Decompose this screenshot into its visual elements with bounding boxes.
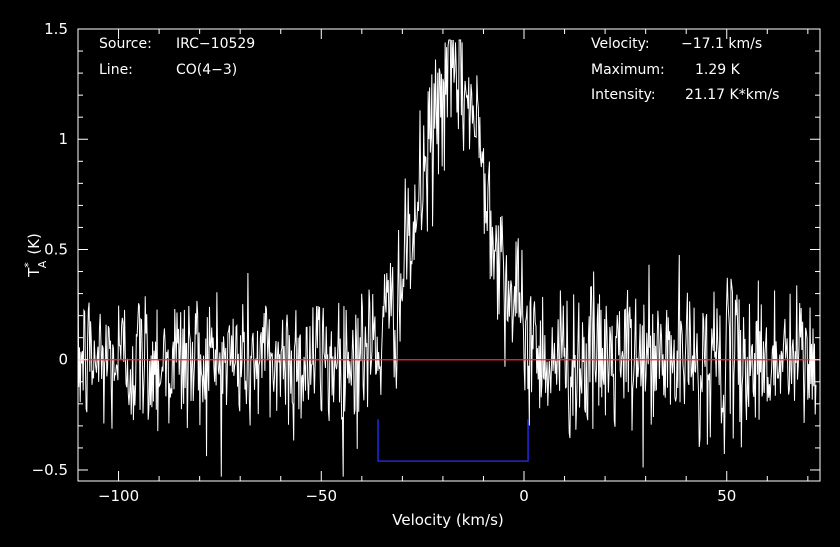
plot-frame [77,28,821,482]
y-axis-label: T*A (K) [22,233,49,278]
intensity-value: 21.17 K*km/s [685,87,780,103]
line-value: CO(4−3) [176,62,238,78]
spectrum-line [77,39,817,477]
y-tick-label: 0 [58,351,68,369]
y-axis-label-sup: * [22,262,35,268]
maximum-value: 1.29 K [695,62,740,78]
x-tick-label: 0 [519,487,529,505]
ticks-layer: −100 −50 0 50 −0.5 0 0.5 1 1.5 [32,20,820,505]
plot-layer [77,39,820,477]
line-label: Line: [99,62,133,78]
velocity-label: Velocity: [591,36,650,52]
y-tick-label: 1.5 [44,20,68,38]
y-axis-label-main: T [25,267,43,278]
source-value: IRC−10529 [176,36,256,52]
y-tick-label: 0.5 [44,240,68,258]
source-label: Source: [99,36,152,52]
x-tick-label: −50 [305,487,337,505]
integration-window [377,419,529,462]
maximum-label: Maximum: [591,62,665,78]
x-tick-label: 50 [717,487,736,505]
y-tick-label: 1 [58,130,68,148]
y-tick-label: −0.5 [32,461,68,479]
velocity-value: −17.1 km/s [681,36,763,52]
intensity-label: Intensity: [591,87,656,103]
svg-text:T*A(K): T*A (K) [22,233,49,278]
y-axis-label-unit: (K) [25,233,43,255]
y-axis-label-sub: A [36,260,49,268]
x-tick-label: −100 [98,487,139,505]
x-axis-label: Velocity (km/s) [392,511,503,529]
